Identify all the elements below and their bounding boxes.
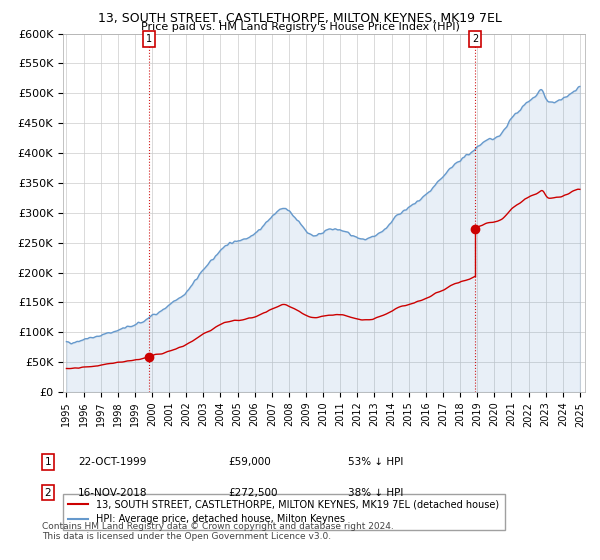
Legend: 13, SOUTH STREET, CASTLETHORPE, MILTON KEYNES, MK19 7EL (detached house), HPI: A: 13, SOUTH STREET, CASTLETHORPE, MILTON K… xyxy=(62,493,505,530)
Text: 22-OCT-1999: 22-OCT-1999 xyxy=(78,457,146,467)
Text: 2: 2 xyxy=(44,488,52,498)
Text: 1: 1 xyxy=(146,34,152,44)
Text: This data is licensed under the Open Government Licence v3.0.: This data is licensed under the Open Gov… xyxy=(42,532,331,541)
Text: 38% ↓ HPI: 38% ↓ HPI xyxy=(348,488,403,498)
Text: 16-NOV-2018: 16-NOV-2018 xyxy=(78,488,148,498)
Text: 13, SOUTH STREET, CASTLETHORPE, MILTON KEYNES, MK19 7EL: 13, SOUTH STREET, CASTLETHORPE, MILTON K… xyxy=(98,12,502,25)
Text: Contains HM Land Registry data © Crown copyright and database right 2024.: Contains HM Land Registry data © Crown c… xyxy=(42,522,394,531)
Text: Price paid vs. HM Land Registry's House Price Index (HPI): Price paid vs. HM Land Registry's House … xyxy=(140,22,460,32)
Text: 1: 1 xyxy=(44,457,52,467)
Text: £59,000: £59,000 xyxy=(228,457,271,467)
Text: 53% ↓ HPI: 53% ↓ HPI xyxy=(348,457,403,467)
Text: 2: 2 xyxy=(472,34,478,44)
Text: £272,500: £272,500 xyxy=(228,488,277,498)
